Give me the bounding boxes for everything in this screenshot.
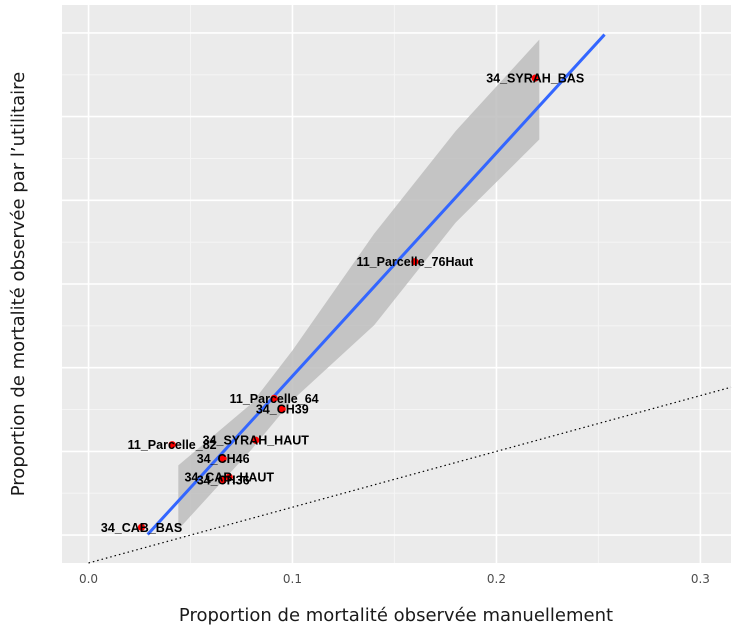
fit-line-layer <box>146 33 606 536</box>
x-tick-label: 0.2 <box>487 572 506 586</box>
point-labels-layer: 34_SYRAH_BAS 11_Parcelle_76Haut 11_Parcell… <box>101 72 584 535</box>
point-label: 34_CH36 <box>197 473 250 487</box>
data-point <box>219 476 227 484</box>
data-point <box>137 523 146 531</box>
y-axis-title: Proportion de mortalité observée par l’u… <box>8 72 29 496</box>
data-point <box>168 441 176 449</box>
point-label: 34_CH39 <box>256 402 309 416</box>
x-axis-title: Proportion de mortalité observée manuell… <box>179 605 613 626</box>
point-label: 34_SYRAH_HAUT <box>203 434 310 448</box>
point-label: 11_Parcelle_76Haut <box>356 255 474 269</box>
x-tick-label: 0.1 <box>283 572 302 586</box>
major-gridlines <box>62 5 731 563</box>
data-point <box>270 394 278 402</box>
data-point <box>531 74 539 82</box>
point-label: 34_CAB_BAS <box>101 521 182 535</box>
data-points-layer <box>137 74 539 531</box>
point-label: 11_Parcelle_64 <box>230 392 319 406</box>
data-point <box>225 473 233 481</box>
x-tick-label: 0.0 <box>79 572 98 586</box>
identity-line <box>88 386 732 564</box>
data-point <box>219 455 227 463</box>
point-label: 34_SYRAH_BAS <box>486 72 584 86</box>
confidence-band <box>178 39 540 530</box>
x-tick-labels: 0.0 0.1 0.2 0.3 <box>79 572 710 586</box>
data-point <box>252 436 260 444</box>
x-tick-label: 0.3 <box>691 572 710 586</box>
regression-line <box>146 33 606 536</box>
data-point <box>411 258 419 266</box>
confidence-band-layer <box>178 39 540 530</box>
point-label: 34_CAB_HAUT <box>184 471 274 485</box>
point-label: 34_CH46 <box>197 452 250 466</box>
data-point <box>278 405 286 413</box>
point-label: 11_Parcelle_82 <box>128 438 217 452</box>
identity-line-layer <box>88 386 732 564</box>
